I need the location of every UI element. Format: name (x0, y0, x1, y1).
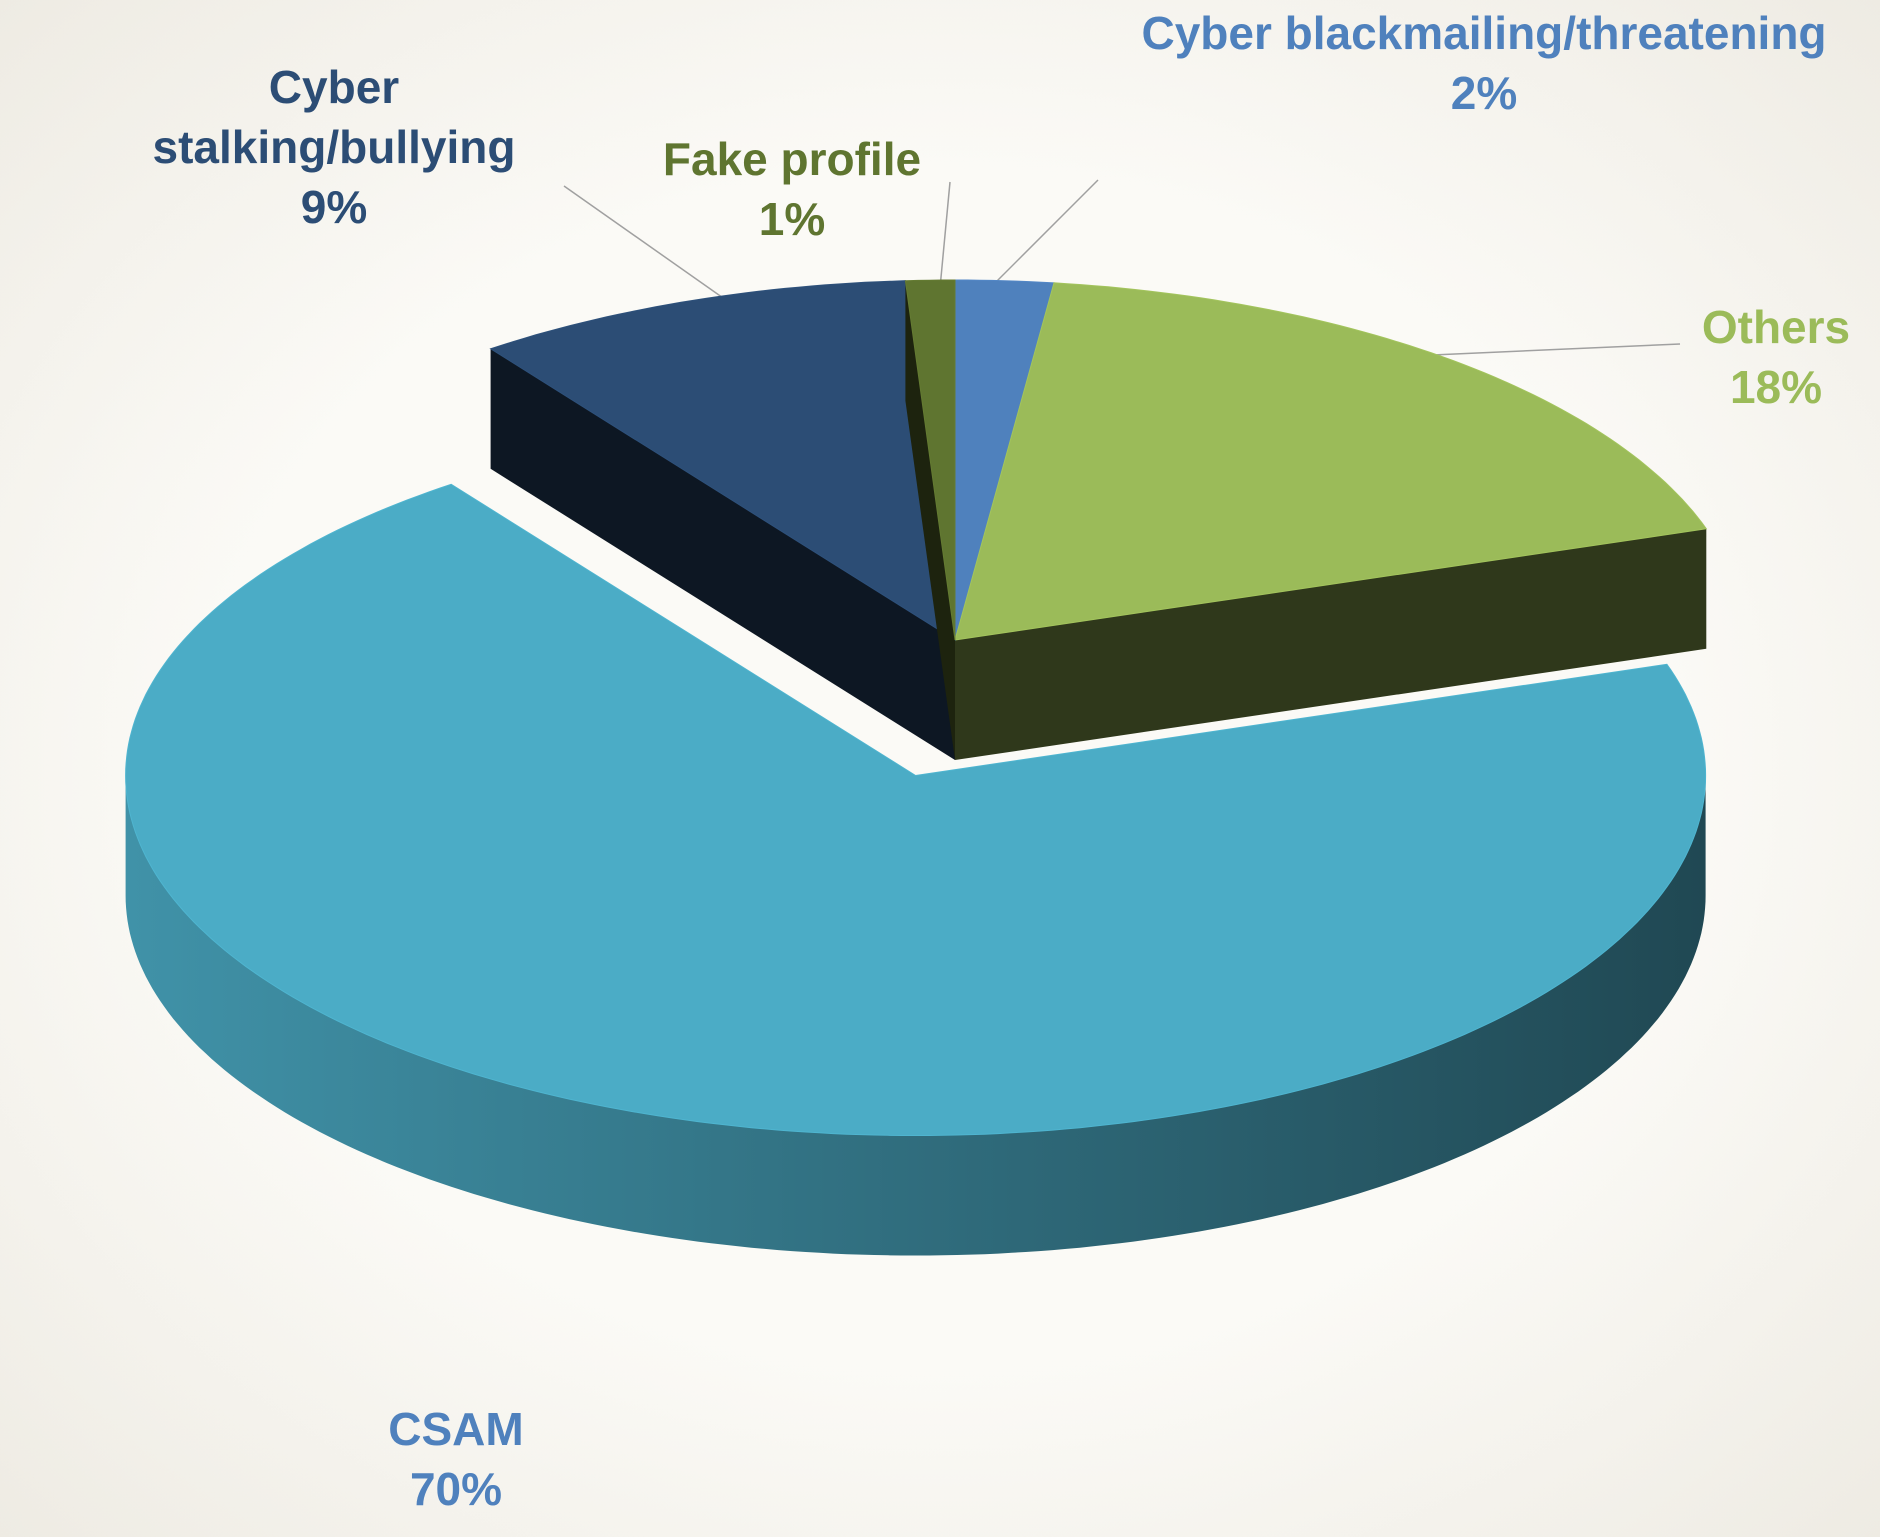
data-label: Others 18% (1626, 298, 1880, 418)
pie-slice (489, 280, 956, 641)
data-label: CSAM 70% (256, 1400, 656, 1520)
pie-slice (954, 282, 1708, 641)
leader-line (989, 179, 1099, 289)
leader-lines (563, 179, 1681, 357)
slice-side (955, 528, 1707, 760)
value-label: 70% (409, 1462, 503, 1515)
category-label: Cyber stalking/bullying (152, 61, 516, 173)
category-label: Cyber blackmailing/threatening (1141, 7, 1827, 59)
slice (904, 279, 956, 760)
slice-rim (125, 775, 1706, 1256)
pie-slice (125, 483, 1707, 1136)
category-label: Fake profile (662, 133, 922, 185)
slice (954, 282, 1708, 760)
category-label: Others (1701, 301, 1851, 353)
pie-slice (904, 279, 956, 641)
value-label: 18% (1729, 360, 1823, 413)
data-label: Fake profile 1% (592, 130, 992, 250)
leader-line (563, 185, 727, 301)
value-label: 9% (300, 180, 368, 233)
value-label: 1% (758, 192, 826, 245)
leader-line (939, 181, 951, 289)
slice-side (905, 280, 955, 760)
category-label: CSAM (388, 1403, 524, 1455)
data-label: Cyber stalking/bullying 9% (99, 58, 569, 237)
slice-side (490, 348, 955, 760)
slice (125, 483, 1707, 1256)
leader-line (1409, 343, 1681, 357)
value-label: 2% (1450, 66, 1518, 119)
data-label: Cyber blackmailing/threatening 2% (1124, 4, 1844, 124)
